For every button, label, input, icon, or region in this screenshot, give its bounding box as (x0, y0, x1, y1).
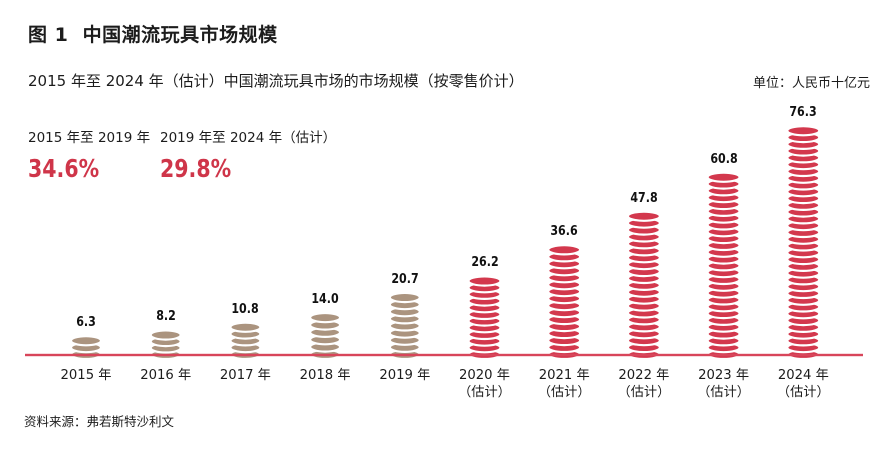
x-axis-label: 2016 年 (140, 367, 191, 384)
bar-value-label: 10.8 (231, 301, 260, 317)
coin (229, 321, 262, 333)
x-axis-year: 2021 年 (538, 368, 590, 383)
coin (626, 210, 662, 222)
coin (309, 311, 342, 324)
coin (467, 275, 502, 287)
coin (706, 171, 741, 183)
bar-value-label: 36.6 (550, 224, 578, 240)
coin (149, 329, 182, 341)
coin-stack-bar (547, 244, 582, 361)
unit-label: 单位：人民币十亿元 (752, 76, 870, 91)
coin-stack-bar (309, 311, 342, 361)
coin (786, 124, 821, 137)
x-axis-label: 2023 年 （估计） (697, 367, 750, 401)
coin-stack-bar (467, 275, 502, 361)
coin-stack-bar (69, 335, 103, 361)
cagr-percent-value: 34.6% (28, 154, 100, 183)
bar-value-label: 8.2 (155, 309, 176, 325)
x-axis-label: 2017 年 (220, 367, 271, 384)
coin (69, 335, 103, 347)
x-axis-year: 2018 年 (299, 368, 351, 383)
x-axis-label: 2021 年 （估计） (538, 367, 591, 401)
cagr-period-label: 2015 年至 2019 年 (28, 130, 151, 146)
bar-value-label: 76.3 (789, 105, 817, 121)
x-axis-label: 2015 年 (61, 367, 112, 384)
bar-value-label: 14.0 (311, 292, 339, 307)
x-axis-year: 2023 年 (698, 368, 750, 383)
x-axis-label: 2018 年 (300, 367, 351, 384)
x-axis-line (25, 353, 863, 357)
x-axis-label: 2022 年 （估计） (618, 367, 671, 401)
figure-title: 图 1 中国潮流玩具市场规模 (28, 24, 278, 46)
coin-stack-bar (706, 171, 741, 361)
cagr-period-label: 2019 年至 2024 年（估计） (160, 130, 337, 146)
coin-stack-bar (388, 291, 421, 361)
cagr-block-2019-2024: 2019 年至 2024 年（估计） 29.8% (160, 126, 336, 183)
coin-stack-bar (149, 329, 182, 361)
coin-stack-bar (229, 321, 262, 361)
x-axis-label: 2020 年 （估计） (458, 367, 511, 401)
figure-subtitle: 2015 年至 2024 年（估计）中国潮流玩具市场的市场规模（按零售价计） (28, 72, 524, 90)
bar-value-label: 26.2 (470, 255, 499, 271)
x-axis-label: 2019 年 (379, 367, 430, 384)
x-axis-year: 2022 年 (618, 368, 670, 383)
x-axis-estimate-note: （估计） (776, 385, 830, 401)
cagr-percent-value: 29.8% (160, 154, 232, 183)
bar-value-label: 60.8 (709, 151, 738, 167)
x-axis-year: 2016 年 (140, 368, 192, 383)
x-axis-year: 2019 年 (379, 368, 431, 383)
x-axis-estimate-note: （估计） (617, 385, 671, 401)
coin-stack-bar (786, 124, 821, 361)
x-axis-estimate-note: （估计） (458, 385, 511, 401)
coin (547, 244, 582, 256)
bar-value-label: 47.8 (630, 190, 658, 206)
x-axis-year: 2020 年 (459, 368, 510, 383)
coin (388, 291, 421, 304)
cagr-block-2015-2019: 2015 年至 2019 年 34.6% (28, 126, 150, 183)
coin-stack-bar (626, 210, 662, 361)
x-axis-estimate-note: （估计） (697, 385, 750, 401)
source-note: 资料来源：弗若斯特沙利文 (24, 414, 175, 429)
x-axis-estimate-note: （估计） (537, 385, 591, 401)
x-axis-year: 2024 年 (777, 368, 829, 383)
bar-value-label: 6.3 (76, 315, 96, 331)
bar-value-label: 20.7 (391, 271, 419, 287)
x-axis-year: 2017 年 (219, 368, 271, 383)
x-axis-label: 2024 年 （估计） (777, 367, 830, 401)
x-axis-year: 2015 年 (60, 368, 112, 383)
